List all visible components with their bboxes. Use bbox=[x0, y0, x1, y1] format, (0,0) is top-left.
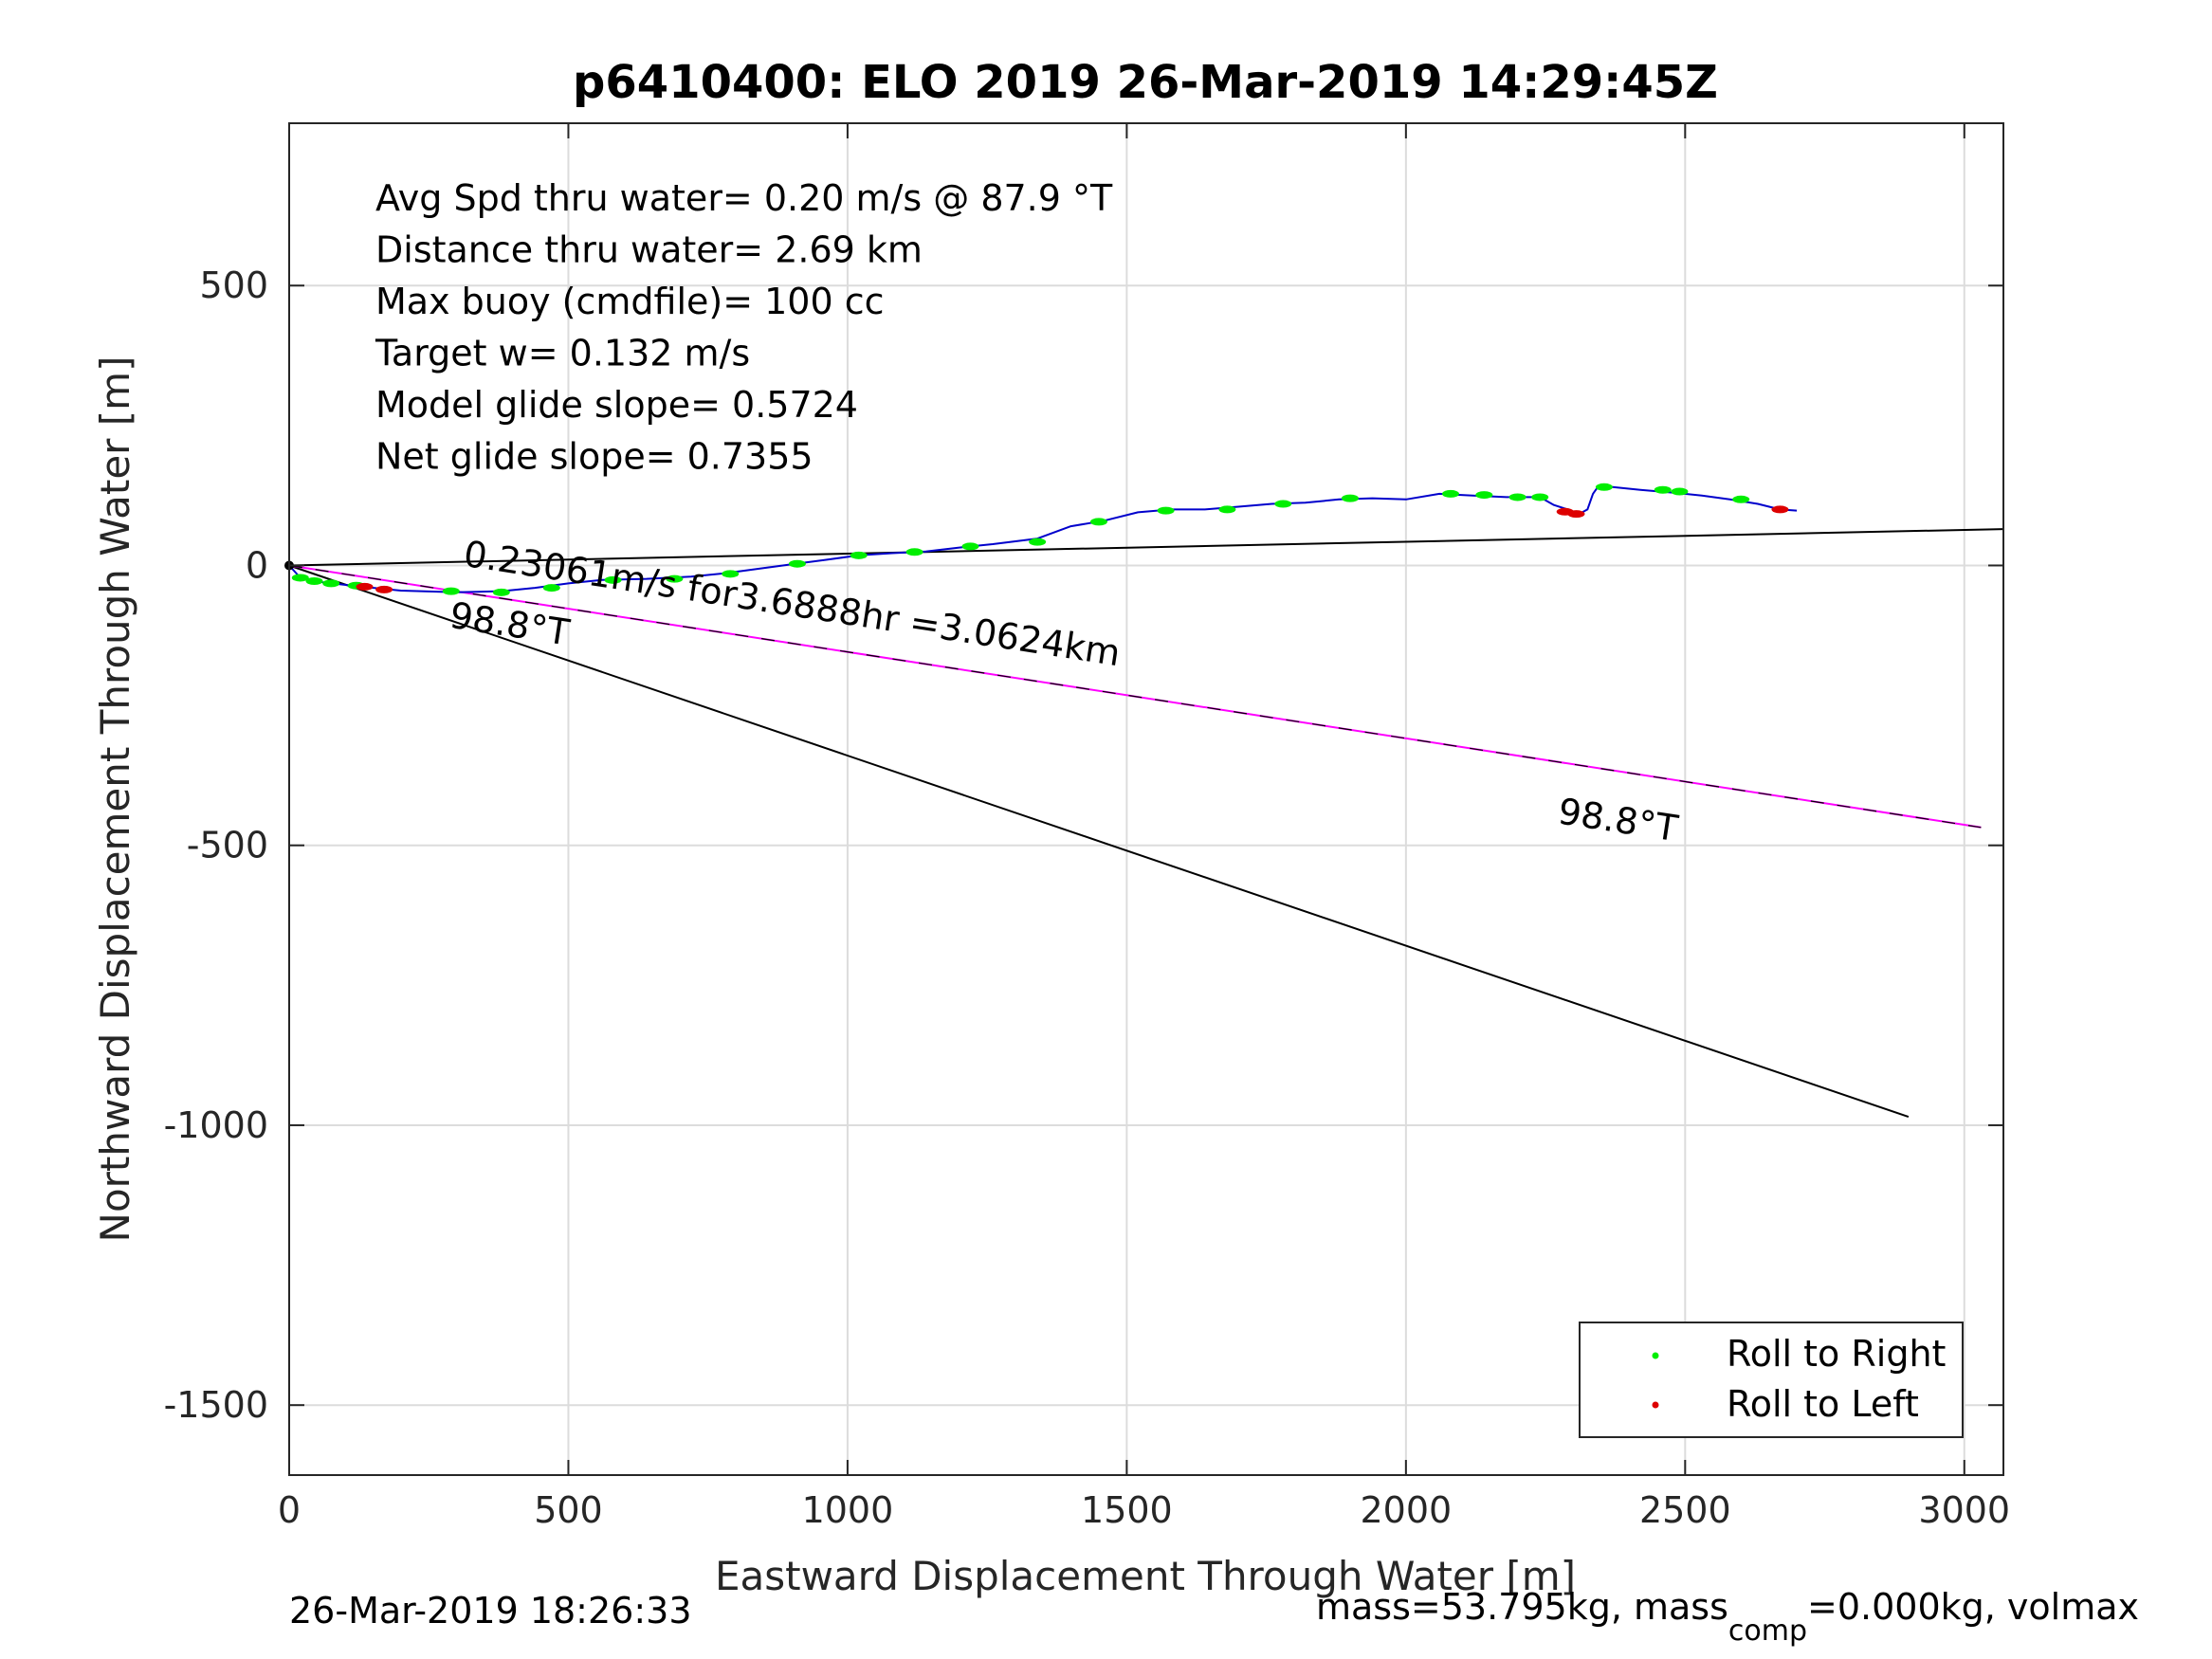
info-line: Distance thru water= 2.69 km bbox=[375, 229, 923, 271]
roll-right-marker bbox=[1732, 495, 1750, 503]
roll-right-marker bbox=[1218, 505, 1236, 514]
roll-right-marker bbox=[905, 548, 923, 556]
drift-line-overlay bbox=[288, 564, 1982, 829]
roll-right-marker bbox=[1508, 493, 1526, 501]
roll-right-marker bbox=[1654, 485, 1672, 494]
roll-right-marker bbox=[604, 575, 622, 584]
x-tick-label: 2500 bbox=[1639, 1489, 1731, 1531]
legend: Roll to Right Roll to Left bbox=[1579, 1322, 1964, 1438]
legend-marker-left bbox=[1652, 1401, 1659, 1409]
roll-right-marker bbox=[1475, 491, 1493, 500]
heading-line bbox=[288, 564, 1910, 1119]
info-line: Net glide slope= 0.7355 bbox=[375, 436, 814, 478]
legend-label-right: Roll to Right bbox=[1727, 1333, 1946, 1375]
roll-right-marker bbox=[961, 542, 979, 551]
x-tick-label: 1000 bbox=[802, 1489, 894, 1531]
y-tick-label: -1000 bbox=[164, 1104, 268, 1146]
roll-right-marker bbox=[1531, 493, 1549, 501]
annotation: 98.8°T bbox=[1555, 790, 1681, 849]
roll-left-marker bbox=[1567, 510, 1585, 519]
y-tick-label: -500 bbox=[187, 825, 268, 866]
roll-right-marker bbox=[1595, 483, 1613, 491]
info-text: Avg Spd thru water= 0.20 m/s @ 87.9 °T Di… bbox=[375, 177, 1113, 478]
info-line: Max buoy (cmdfile)= 100 cc bbox=[375, 281, 885, 322]
roll-right-marker bbox=[322, 579, 340, 588]
roll-left-marker bbox=[1771, 505, 1789, 514]
y-axis-label: Northward Displacement Through Water [m] bbox=[92, 356, 138, 1243]
footer-mass-suffix: =0.000kg, volmax bbox=[1807, 1586, 2139, 1628]
y-tick-label: 500 bbox=[199, 264, 268, 306]
roll-right-marker bbox=[492, 588, 510, 596]
legend-marker-right bbox=[1652, 1352, 1659, 1359]
roll-right-marker bbox=[542, 584, 560, 592]
footer-mass: mass=53.795kg, masscomp=0.000kg, volmax bbox=[1316, 1586, 2139, 1648]
roll-right-marker bbox=[1671, 487, 1689, 496]
grid bbox=[288, 123, 2003, 1475]
x-ticks: 0 500 1000 1500 2000 2500 3000 bbox=[278, 123, 2010, 1531]
x-tick-label: 500 bbox=[534, 1489, 603, 1531]
x-tick-label: 0 bbox=[278, 1489, 301, 1531]
y-tick-label: -1500 bbox=[164, 1384, 268, 1426]
roll-right-marker bbox=[1089, 518, 1107, 526]
annotation: 98.8°T bbox=[447, 594, 573, 654]
x-tick-label: 3000 bbox=[1918, 1489, 2010, 1531]
y-tick-label: 0 bbox=[246, 544, 268, 586]
chart-title: p6410400: ELO 2019 26-Mar-2019 14:29:45Z bbox=[573, 56, 1718, 109]
current-line bbox=[288, 528, 2004, 567]
roll-left-marker bbox=[375, 585, 393, 593]
axes-box bbox=[288, 122, 2004, 1476]
roll-right-marker bbox=[291, 574, 309, 582]
roll-right-marker bbox=[305, 577, 323, 586]
y-ticks: 500 0 -500 -1000 -1500 bbox=[164, 264, 2003, 1426]
footer-timestamp: 26-Mar-2019 18:26:33 bbox=[289, 1590, 692, 1632]
roll-right-marker bbox=[722, 570, 740, 578]
annotations: 0.23061m/s for3.6888hr =3.0624km98.8°T98… bbox=[447, 533, 1681, 849]
roll-right-marker bbox=[666, 574, 684, 583]
roll-right-marker bbox=[788, 559, 806, 568]
footer-mass-prefix: mass=53.795kg, mass bbox=[1316, 1586, 1728, 1628]
footer-mass-sub: comp bbox=[1728, 1614, 1807, 1648]
plot-area bbox=[284, 483, 2004, 1119]
x-tick-label: 1500 bbox=[1081, 1489, 1173, 1531]
x-tick-label: 2000 bbox=[1360, 1489, 1452, 1531]
info-line: Target w= 0.132 m/s bbox=[375, 333, 750, 374]
roll-right-marker bbox=[1157, 506, 1175, 515]
info-line: Avg Spd thru water= 0.20 m/s @ 87.9 °T bbox=[375, 177, 1113, 219]
roll-right-marker bbox=[1029, 538, 1047, 546]
roll-left-marker bbox=[356, 582, 374, 591]
legend-box bbox=[1579, 1322, 1964, 1438]
roll-right-marker bbox=[442, 587, 460, 595]
x-axis-label: Eastward Displacement Through Water [m] bbox=[715, 1553, 1576, 1599]
roll-right-marker bbox=[1341, 494, 1359, 502]
roll-right-marker bbox=[1441, 489, 1459, 498]
roll-right-marker bbox=[1274, 500, 1292, 508]
legend-label-left: Roll to Left bbox=[1727, 1383, 1919, 1425]
roll-right-marker bbox=[850, 551, 868, 559]
info-line: Model glide slope= 0.5724 bbox=[375, 384, 858, 426]
